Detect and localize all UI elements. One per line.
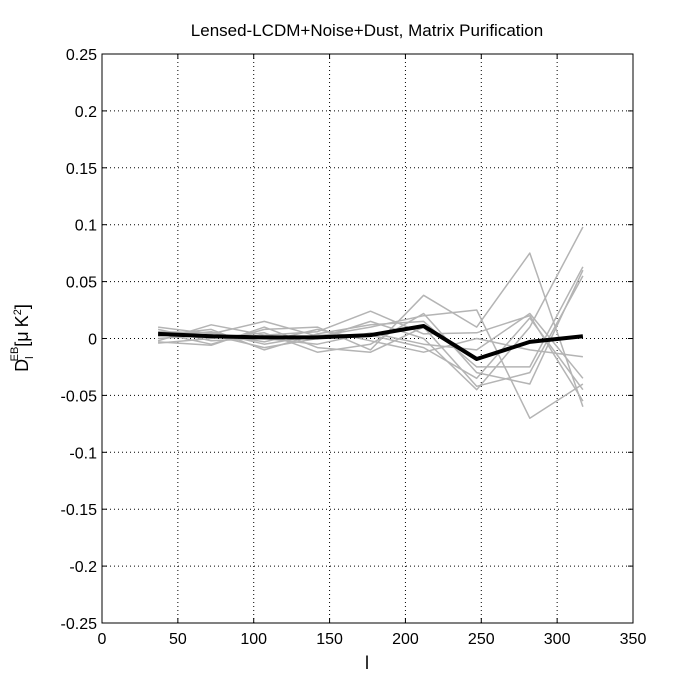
svg-text:DlEB[μK2]: DlEB[μK2]	[9, 304, 36, 372]
x-tick-label: 350	[620, 631, 647, 648]
y-tick-label: 0.2	[75, 104, 97, 121]
y-label-unit-sup: 2	[12, 309, 24, 315]
x-axis-label: l	[365, 653, 369, 673]
ticks: 0 50 100 150 200 250 300 350 -0.25 -0.2 -0.15 -0.1 -…	[61, 47, 647, 648]
y-tick-label: -0.05	[61, 388, 98, 405]
y-tick-label: 0	[88, 332, 97, 349]
x-tick-label: 250	[468, 631, 495, 648]
x-tick-label: 50	[169, 631, 187, 648]
realization-series-line	[158, 275, 584, 388]
x-tick-label: 200	[392, 631, 419, 648]
y-tick-label: 0.1	[75, 218, 97, 235]
y-tick-label: -0.25	[61, 616, 98, 633]
y-label-k: K	[12, 315, 32, 327]
realization-series-line	[158, 226, 584, 391]
y-label-sub: l	[24, 356, 36, 358]
y-label-main: D	[12, 359, 32, 372]
y-label-mu: μ	[12, 331, 32, 341]
y-label-sup: EB	[9, 347, 21, 362]
series-layer	[157, 226, 584, 419]
realization-series-line	[158, 317, 584, 391]
x-tick-label: 150	[316, 631, 343, 648]
chart-title: Lensed-LCDM+Noise+Dust, Matrix Purificat…	[191, 21, 543, 40]
realization-series-line	[158, 309, 584, 419]
x-tick-label: 100	[240, 631, 267, 648]
y-tick-label: 0.15	[66, 161, 97, 178]
y-tick-label: -0.15	[61, 502, 98, 519]
y-label-open: [	[12, 342, 32, 347]
x-tick-label: 0	[98, 631, 107, 648]
realization-series-line	[157, 312, 584, 379]
x-tick-label: 300	[544, 631, 571, 648]
y-tick-label: -0.2	[69, 559, 97, 576]
mean-series-line	[158, 324, 584, 361]
y-axis-label: DlEB[μK2]	[9, 304, 36, 372]
realization-series-line	[157, 310, 584, 402]
y-tick-label: 0.25	[66, 47, 97, 64]
y-label-close: ]	[12, 304, 32, 309]
y-tick-label: -0.1	[69, 445, 97, 462]
y-tick-label: 0.05	[66, 275, 97, 292]
